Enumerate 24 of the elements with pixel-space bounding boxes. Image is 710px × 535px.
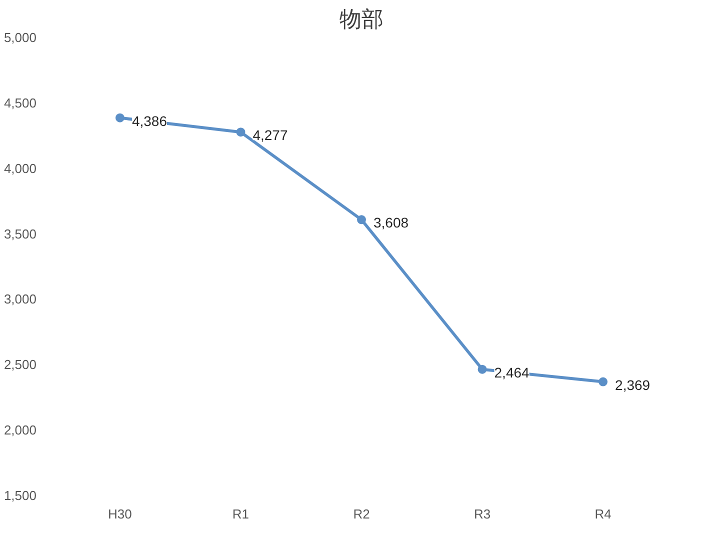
point bbox=[598, 377, 608, 386]
y-tick-label: 2,000 bbox=[4, 422, 37, 438]
x-tick-label: R1 bbox=[232, 506, 250, 522]
point bbox=[115, 113, 124, 122]
data-label: 2,369 bbox=[615, 376, 650, 393]
y-tick-label: 2,500 bbox=[4, 357, 37, 372]
data-label: 4,386 bbox=[132, 112, 168, 129]
data-label: 4,277 bbox=[252, 127, 288, 144]
point bbox=[478, 364, 487, 374]
point bbox=[357, 215, 366, 224]
point bbox=[236, 128, 246, 137]
y-tick-label: 4,500 bbox=[4, 95, 37, 110]
data-label: 3,608 bbox=[374, 214, 409, 231]
y-tick-label: 3,000 bbox=[4, 292, 37, 307]
y-tick-label: 3,500 bbox=[4, 226, 37, 242]
y-tick-label: 1,500 bbox=[4, 488, 37, 503]
chart-title: 物部 bbox=[340, 8, 384, 32]
y-tick-label: 5,000 bbox=[4, 30, 37, 45]
x-tick-label: R3 bbox=[474, 506, 491, 522]
x-tick-label: R2 bbox=[353, 506, 370, 522]
x-tick-label: R4 bbox=[594, 506, 612, 522]
x-tick-label: H30 bbox=[108, 506, 132, 522]
y-tick-label: 4,000 bbox=[4, 160, 37, 176]
data-label: 2,464 bbox=[494, 364, 530, 380]
